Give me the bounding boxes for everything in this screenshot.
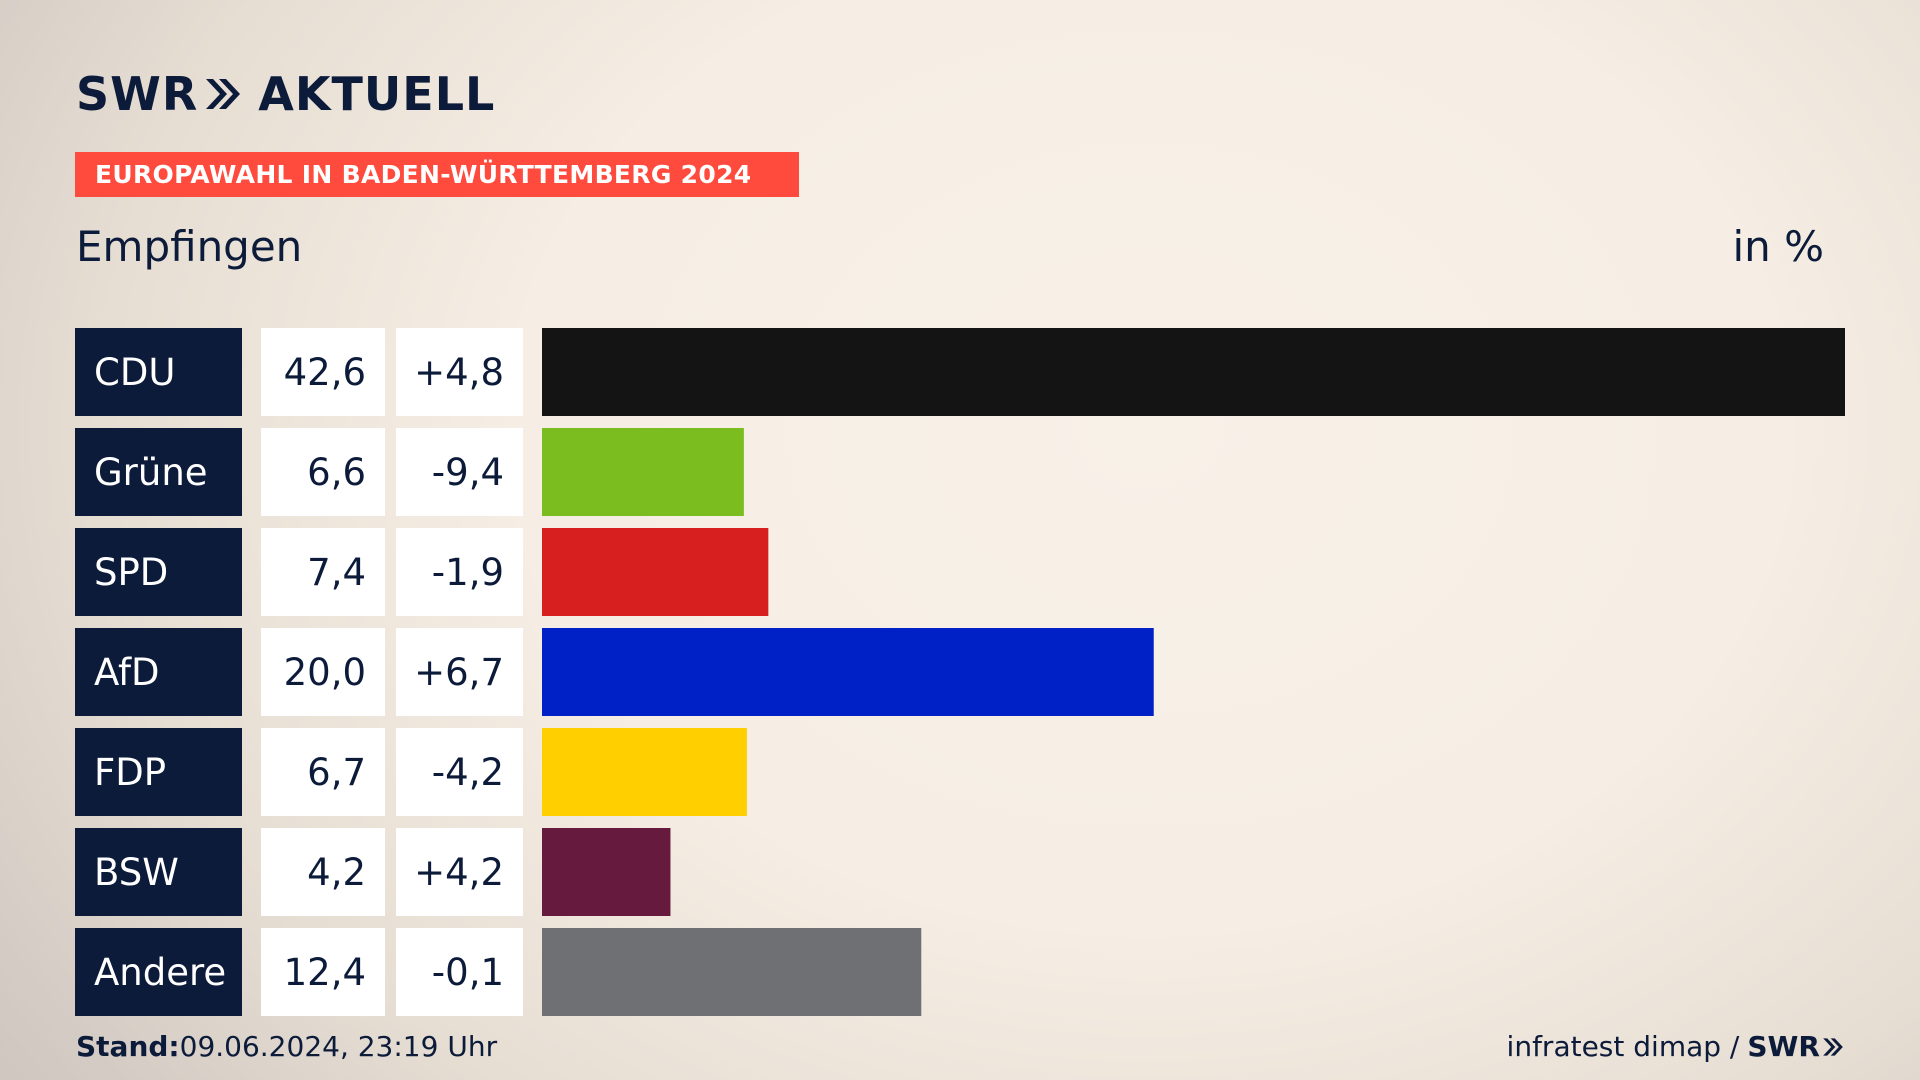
party-label-box <box>75 528 242 616</box>
bar-row-spd: SPD 7,4 -1,9 <box>75 528 769 616</box>
party-label-box <box>75 728 242 816</box>
change-cell <box>396 628 523 716</box>
stand-value: 09.06.2024, 23:19 Uhr <box>179 1030 498 1063</box>
change-cell <box>396 728 523 816</box>
change-label: +4,8 <box>414 351 504 394</box>
change-label: -4,2 <box>432 751 504 794</box>
value-cell <box>261 328 385 416</box>
swr-logo-small: SWR <box>1747 1030 1844 1063</box>
value-label: 20,0 <box>284 651 366 694</box>
bar-bsw <box>542 828 671 916</box>
party-label-box <box>75 828 242 916</box>
change-cell <box>396 328 523 416</box>
value-cell <box>261 928 385 1016</box>
change-label: -9,4 <box>432 451 504 494</box>
unit-label: in % <box>1732 222 1824 271</box>
logo-swr-text: SWR <box>76 67 199 121</box>
change-cell <box>396 928 523 1016</box>
bar-andere <box>542 928 922 1016</box>
party-label-box <box>75 628 242 716</box>
change-cell <box>396 528 523 616</box>
double-chevron-icon-small <box>1823 1037 1843 1056</box>
bar-fdp <box>542 728 747 816</box>
bar-row-andere: Andere 12,4 -0,1 <box>75 928 922 1016</box>
place-title: Empfingen <box>76 222 303 271</box>
bar-cdu <box>542 328 1845 416</box>
party-label: SPD <box>94 551 168 594</box>
change-label: -0,1 <box>432 951 504 994</box>
double-chevron-icon <box>204 77 242 111</box>
swr-aktuell-logo: SWR AKTUELL <box>76 66 495 122</box>
bar-row-fdp: FDP 6,7 -4,2 <box>75 728 747 816</box>
bar-afd <box>542 628 1154 716</box>
change-label: +4,2 <box>414 851 504 894</box>
party-label-box <box>75 328 242 416</box>
change-label: +6,7 <box>414 651 504 694</box>
party-label-box <box>75 428 242 516</box>
value-cell <box>261 728 385 816</box>
value-cell <box>261 528 385 616</box>
logo-aktuell-text: AKTUELL <box>258 67 496 121</box>
bar-spd <box>542 528 769 616</box>
change-cell <box>396 828 523 916</box>
value-label: 6,7 <box>307 751 366 794</box>
party-label: Andere <box>94 951 226 994</box>
value-cell <box>261 828 385 916</box>
change-cell <box>396 428 523 516</box>
bar-grune <box>542 428 744 516</box>
party-label: Grüne <box>94 451 208 494</box>
value-cell <box>261 428 385 516</box>
source-credit: infratest dimap / SWR <box>1507 1030 1844 1063</box>
value-label: 12,4 <box>284 951 366 994</box>
election-banner: EUROPAWAHL IN BADEN-WÜRTTEMBERG 2024 <box>75 152 799 197</box>
bar-row-grune: Grüne 6,6 -9,4 <box>75 428 744 516</box>
timestamp: Stand:09.06.2024, 23:19 Uhr <box>76 1030 497 1063</box>
party-label: AfD <box>94 651 160 694</box>
value-label: 7,4 <box>307 551 366 594</box>
bar-row-afd: AfD 20,0 +6,7 <box>75 628 1154 716</box>
value-label: 4,2 <box>307 851 366 894</box>
bar-row-cdu: CDU 42,6 +4,8 <box>75 328 1845 416</box>
value-label: 6,6 <box>307 451 366 494</box>
value-label: 42,6 <box>284 351 366 394</box>
source-text: infratest dimap / <box>1506 1030 1740 1063</box>
bar-row-bsw: BSW 4,2 +4,2 <box>75 828 671 916</box>
swr-logo-small-text: SWR <box>1747 1030 1820 1063</box>
party-label: BSW <box>94 851 179 894</box>
party-label-box <box>75 928 242 1016</box>
change-label: -1,9 <box>432 551 504 594</box>
party-label: CDU <box>94 351 175 394</box>
party-label: FDP <box>94 751 166 794</box>
value-cell <box>261 628 385 716</box>
stand-label: Stand: <box>76 1030 180 1063</box>
